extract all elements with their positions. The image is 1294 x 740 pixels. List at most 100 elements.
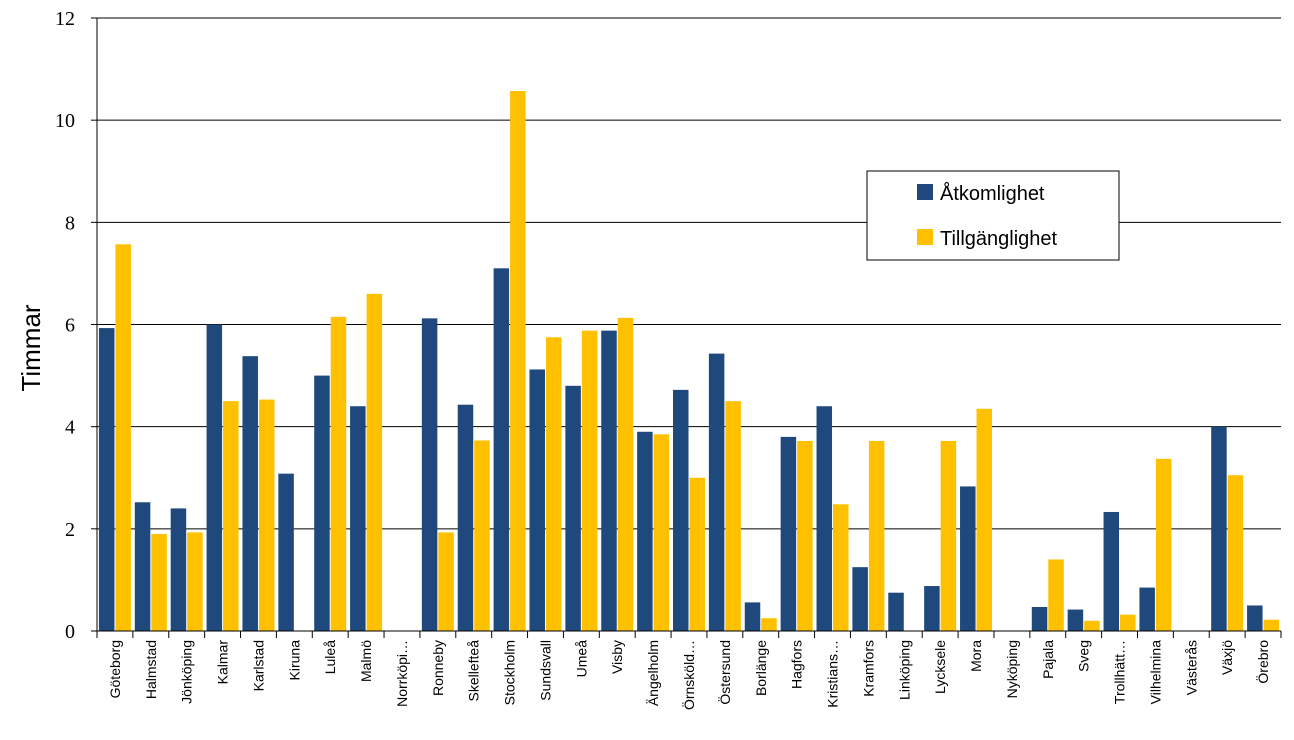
bar-atkomlighet xyxy=(852,567,868,631)
bar-tillganglighet xyxy=(545,337,562,631)
x-tick-label: Jönköping xyxy=(179,640,195,704)
bar-tillganglighet xyxy=(940,440,957,631)
x-tick-label: Norrköpi… xyxy=(394,640,410,707)
x-tick-label: Mora xyxy=(968,640,984,672)
x-tick-label: Karlstad xyxy=(250,640,266,691)
y-tick-label: 10 xyxy=(55,110,75,132)
bar-tillganglighet xyxy=(761,618,777,631)
x-tick-label: Växjö xyxy=(1219,640,1235,675)
y-tick-label: 0 xyxy=(65,621,75,643)
bar-tillganglighet xyxy=(868,440,885,631)
bar-tillganglighet xyxy=(617,317,634,631)
bar-tillganglighet xyxy=(151,533,167,631)
x-tick-label: Vilhelmina xyxy=(1147,640,1163,705)
x-tick-label: Sveg xyxy=(1076,640,1092,672)
y-tick-label: 8 xyxy=(65,212,75,234)
bar-tillganglighet xyxy=(689,477,705,631)
x-tick-label: Stockholm xyxy=(502,640,518,705)
bar-atkomlighet xyxy=(637,431,653,631)
x-tick-label: Ängelholm xyxy=(645,640,661,706)
y-tick-labels: 0 2 4 6 8 10 12 xyxy=(55,8,75,643)
legend-swatch-tillganglighet xyxy=(917,229,933,245)
bar-atkomlighet xyxy=(1211,426,1227,631)
bar-tillganglighet xyxy=(223,401,239,631)
bar-tillganglighet xyxy=(1084,620,1100,631)
bar-atkomlighet xyxy=(134,502,151,631)
bar-tillganglighet xyxy=(833,504,849,631)
bar-atkomlighet xyxy=(1139,587,1155,631)
bars xyxy=(98,91,1280,631)
bar-tillganglighet xyxy=(115,244,131,631)
bar-atkomlighet xyxy=(242,356,258,631)
x-tick-label: Luleå xyxy=(322,640,338,674)
legend-box xyxy=(866,170,1120,261)
bar-tillganglighet xyxy=(438,532,454,631)
y-tick-label: 6 xyxy=(65,315,75,337)
bar-atkomlighet xyxy=(98,328,115,631)
y-tick-label: 4 xyxy=(65,417,75,439)
bar-atkomlighet xyxy=(960,486,976,631)
y-axis-label: Timmar xyxy=(16,304,46,391)
legend: Åtkomlighet Tillgänglighet xyxy=(866,170,1120,261)
x-tick-label: Göteborg xyxy=(107,640,123,698)
bar-atkomlighet xyxy=(673,389,689,631)
x-tick-label: Lycksele xyxy=(932,640,948,694)
gridlines xyxy=(97,17,1281,530)
x-tick-label: Kristians… xyxy=(825,640,841,708)
legend-swatch-atkomlighet xyxy=(917,184,933,200)
x-tick-label: Östersund xyxy=(716,640,733,705)
bar-atkomlighet xyxy=(493,268,510,631)
bar-atkomlighet xyxy=(816,406,833,631)
x-tick-label: Kramfors xyxy=(860,640,876,697)
bar-tillganglighet xyxy=(653,434,670,631)
x-tick-label: Umeå xyxy=(573,640,589,678)
bar-atkomlighet xyxy=(314,375,330,631)
bar-atkomlighet xyxy=(457,404,474,631)
bar-atkomlighet xyxy=(565,385,581,631)
x-tick-label: Malmö xyxy=(358,640,374,682)
axes xyxy=(91,17,1282,638)
bar-tillganglighet xyxy=(976,408,993,631)
bar-atkomlighet xyxy=(601,330,617,631)
x-tick-label: Hagfors xyxy=(789,640,805,689)
bar-tillganglighet xyxy=(474,440,490,631)
bar-tillganglighet xyxy=(797,440,813,631)
bar-atkomlighet xyxy=(278,473,294,631)
bar-tillganglighet xyxy=(1227,475,1244,631)
x-tick-labels: Göteborg Halmstad Jönköping Kalmar Karlstad K… xyxy=(107,640,1271,710)
x-tick-label: Kalmar xyxy=(215,640,231,685)
bar-atkomlighet xyxy=(744,602,761,631)
bar-tillganglighet xyxy=(1155,458,1172,631)
bar-tillganglighet xyxy=(330,316,347,631)
x-tick-label: Halmstad xyxy=(143,640,159,699)
x-tick-label: Ronneby xyxy=(430,640,446,696)
bar-atkomlighet xyxy=(206,324,223,631)
y-tick-label: 2 xyxy=(65,519,75,541)
bar-atkomlighet xyxy=(1247,605,1263,631)
x-tick-label: Pajala xyxy=(1040,640,1056,679)
bar-atkomlighet xyxy=(350,406,366,631)
legend-label-tillganglighet: Tillgänglighet xyxy=(940,228,1058,250)
bar-tillganglighet xyxy=(581,330,598,631)
bar-tillganglighet xyxy=(258,399,275,631)
bar-atkomlighet xyxy=(1067,609,1084,631)
x-tick-label: Västerås xyxy=(1183,640,1199,695)
bar-tillganglighet xyxy=(510,91,526,631)
bar-atkomlighet xyxy=(170,508,187,631)
bar-atkomlighet xyxy=(924,586,940,631)
bar-tillganglighet xyxy=(1048,559,1064,631)
x-tick-label: Visby xyxy=(609,640,625,674)
x-tick-label: Örebro xyxy=(1254,640,1271,684)
bar-tillganglighet xyxy=(1263,619,1280,631)
x-tick-label: Sundsvall xyxy=(537,640,553,701)
x-tick-label: Skellefteå xyxy=(466,640,482,702)
y-tick-label: 12 xyxy=(55,8,75,30)
bar-tillganglighet xyxy=(1120,614,1136,631)
bar-atkomlighet xyxy=(529,369,545,631)
x-tick-label: Linköping xyxy=(896,640,912,700)
x-tick-label: Trollhätt… xyxy=(1112,640,1128,704)
bar-atkomlighet xyxy=(1031,606,1048,631)
bar-tillganglighet xyxy=(366,293,383,631)
